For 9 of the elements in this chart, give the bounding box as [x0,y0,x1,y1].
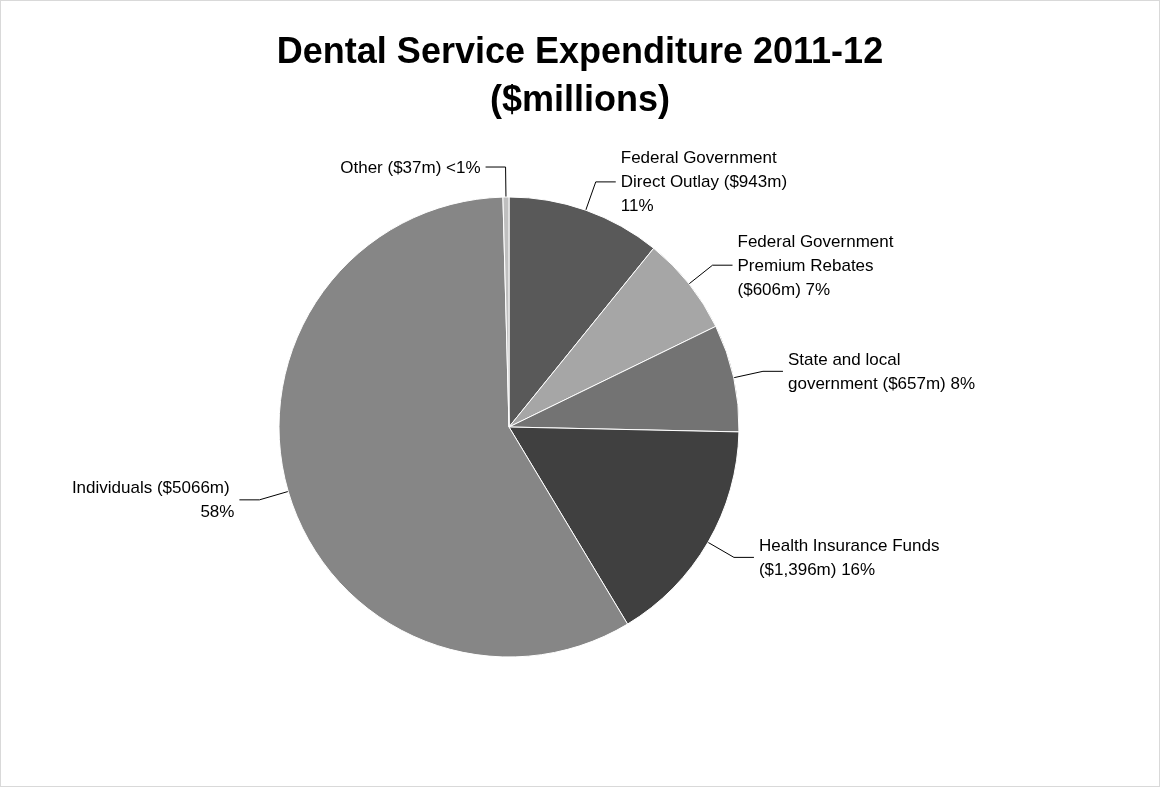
slice-label: State and local government ($657m) 8% [787,349,976,393]
slice-label: Health Insurance Funds ($1,396m) 16% [758,535,945,579]
slice-label: Federal Government Direct Outlay ($943m) [620,148,792,192]
chart-title: Dental Service Expenditure 2011-12 ($millions) [276,29,884,119]
data-label: 58% [200,502,235,522]
slice-label: Individuals ($5066m) [71,478,235,498]
slice-label: Federal Government Premium Rebates ($606m) 7% [737,231,899,299]
slice-label: Other ($37m) <1% [340,157,481,177]
data-label: 11% [620,196,654,216]
